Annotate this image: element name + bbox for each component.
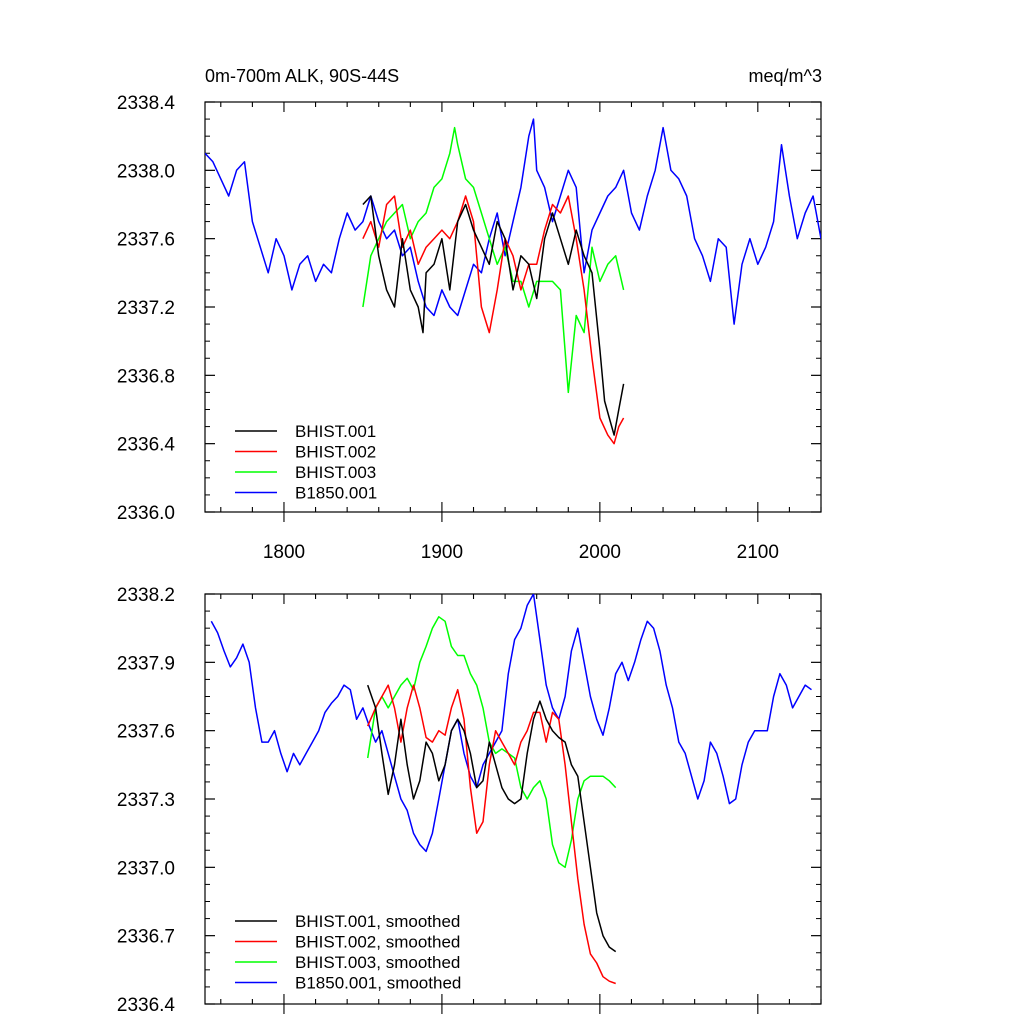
y-tick-label: 2336.4 [117, 995, 176, 1016]
legend-label: B1850.001 [295, 484, 377, 503]
legend-label: B1850.001, smoothed [295, 974, 461, 993]
y-tick-label: 2338.2 [117, 585, 175, 606]
series-line-bhist-003 [362, 126, 625, 394]
series-line-bhist-002-smoothed [367, 684, 616, 985]
y-tick-label: 2337.2 [117, 298, 175, 319]
y-tick-label: 2337.6 [117, 230, 175, 251]
y-tick-label: 2338.0 [117, 161, 175, 182]
series-line-b1850-001-smoothed [210, 594, 812, 853]
legend-label: BHIST.002, smoothed [295, 933, 460, 952]
series-line-bhist-001 [362, 195, 625, 436]
y-tick-label: 2336.7 [117, 927, 175, 948]
bottom-plot-area: 2336.4 2336.7 2337.0 2337.3 2337.6 2337.9 2338… [117, 585, 822, 1016]
legend-label: BHIST.002 [295, 443, 376, 462]
top-panel: 0m-700m ALK, 90S-44S meq/m^3 2336.02336.… [117, 66, 822, 563]
x-tick-label: 2100 [737, 542, 779, 563]
y-tick-label: 2337.9 [117, 653, 175, 674]
y-tick-label: 2336.0 [117, 503, 175, 524]
x-tick-label: 1800 [263, 542, 305, 563]
series-line-b1850-001 [205, 118, 821, 325]
y-tick-label: 2338.4 [117, 93, 176, 114]
legend-label: BHIST.003 [295, 463, 376, 482]
panel-title-left: 0m-700m ALK, 90S-44S [205, 66, 399, 86]
x-tick-label: 2000 [579, 542, 621, 563]
series-line-bhist-001-smoothed [366, 684, 617, 953]
legend-label: BHIST.003, smoothed [295, 953, 460, 972]
legend-label: BHIST.001 [295, 422, 376, 441]
y-tick-label: 2337.0 [117, 858, 175, 879]
legend-label: BHIST.001, smoothed [295, 912, 460, 931]
y-tick-label: 2336.4 [117, 435, 176, 456]
y-tick-label: 2336.8 [117, 366, 175, 387]
x-tick-label: 1900 [421, 542, 463, 563]
panel-title-right: meq/m^3 [749, 66, 822, 86]
y-tick-label: 2337.3 [117, 790, 175, 811]
series-line-bhist-003-smoothed [366, 616, 617, 869]
y-tick-label: 2337.6 [117, 722, 175, 743]
bottom-panel: 2336.4 2336.7 2337.0 2337.3 2337.6 2337.9 2338… [117, 585, 822, 1016]
top-plot-area: 2336.0 2336.4 2336.8 2337.2 2337.6 2338.0 2338… [117, 93, 822, 563]
series-line-bhist-002 [362, 195, 625, 445]
